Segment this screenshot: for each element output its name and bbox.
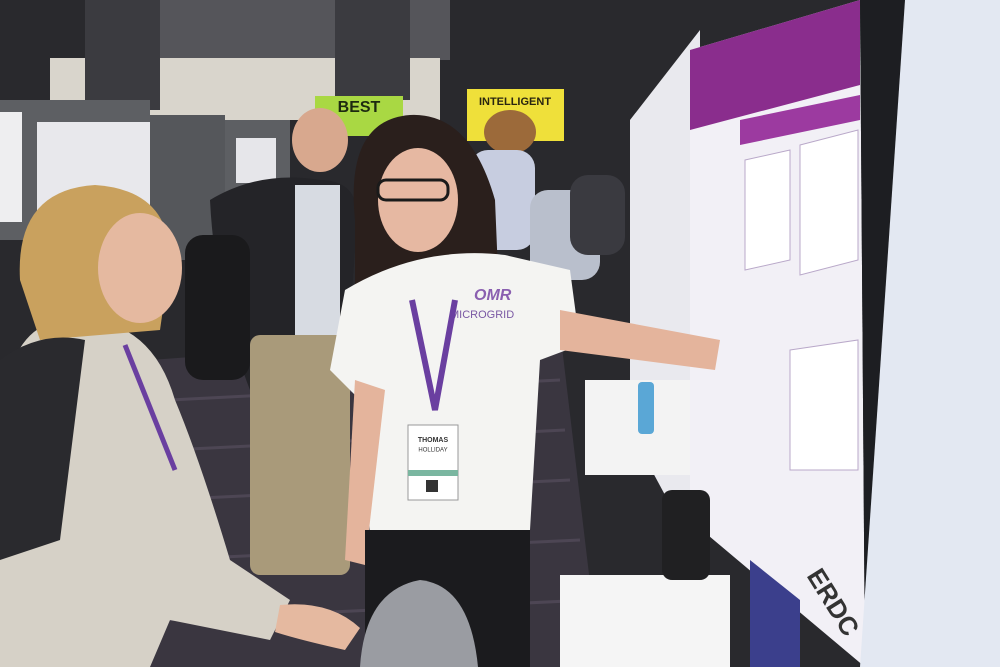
poster-section-header — [740, 95, 860, 145]
badge-stripe — [408, 470, 458, 476]
sign-text: INTELLIGENT — [479, 96, 551, 108]
sign-text: BEST — [338, 99, 381, 116]
qr-code — [426, 480, 438, 492]
poster — [860, 0, 1000, 667]
table — [560, 575, 730, 667]
badge-name: THOMAS — [418, 437, 449, 444]
table — [585, 380, 690, 475]
poster-header — [690, 0, 860, 130]
lanyard — [409, 299, 458, 411]
water-bottle — [638, 382, 654, 434]
backpack-strap — [0, 337, 85, 560]
presenter-arm — [345, 380, 385, 565]
person-head — [292, 108, 348, 172]
badge-name: HOLLIDAY — [418, 448, 447, 454]
shirt-logo: OMR — [474, 287, 512, 304]
backpack — [185, 235, 250, 380]
shirt — [295, 185, 340, 335]
person-hair — [484, 110, 536, 154]
presenter-arm — [560, 310, 720, 370]
tumbler — [662, 490, 710, 580]
woman-hand — [275, 604, 360, 650]
glasses — [376, 178, 450, 202]
woman-face — [98, 213, 182, 323]
shirt-text: MICROGRID — [450, 309, 514, 321]
t-shirt — [330, 253, 580, 535]
poster — [0, 112, 22, 222]
trousers — [250, 335, 350, 575]
pillar — [335, 0, 410, 100]
lanyard — [122, 344, 178, 471]
poster-plot — [799, 129, 859, 276]
poster-image — [750, 560, 800, 667]
pillar — [85, 0, 160, 110]
poster-plot — [789, 339, 859, 471]
poster-plot — [744, 149, 791, 271]
person — [570, 175, 625, 255]
poster — [236, 138, 276, 183]
chair — [360, 580, 478, 667]
